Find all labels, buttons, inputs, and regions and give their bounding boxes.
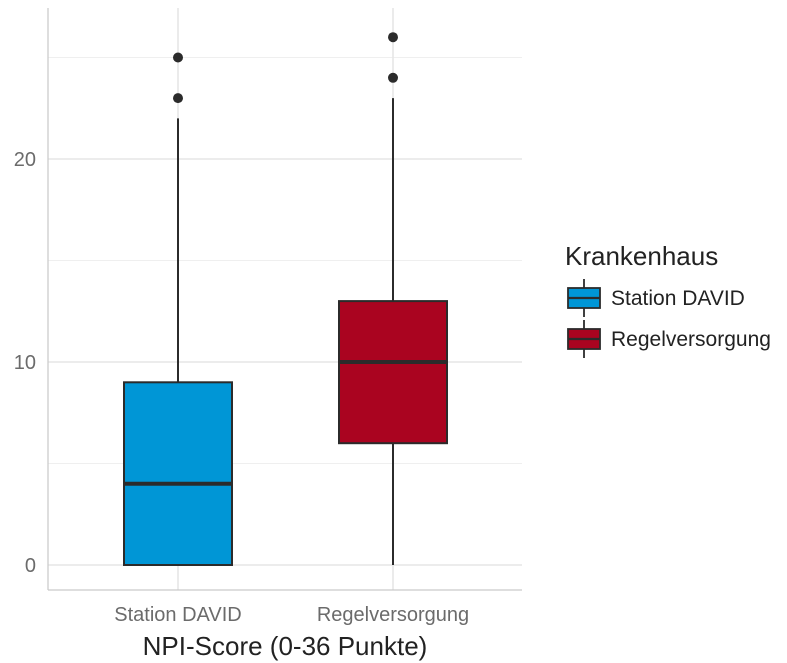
legend-label: Regelversorgung	[611, 328, 771, 351]
legend-label: Station DAVID	[611, 287, 745, 310]
grid-lines	[48, 8, 522, 590]
x-axis-title: NPI-Score (0-36 Punkte)	[143, 631, 428, 661]
y-tick-label: 10	[14, 352, 36, 374]
legend-item: Regelversorgung	[567, 320, 771, 358]
legend: Krankenhaus Station DAVID Regelversorgung	[565, 241, 771, 358]
x-tick-label: Regelversorgung	[317, 604, 469, 626]
outlier-point	[173, 93, 183, 104]
axes	[47, 8, 522, 591]
iqr-box	[123, 381, 233, 566]
boxes	[123, 32, 448, 566]
iqr-box	[338, 300, 448, 445]
outlier-point	[388, 32, 398, 43]
y-tick-label: 20	[14, 149, 36, 171]
legend-title: Krankenhaus	[565, 241, 718, 271]
x-tick-label: Station DAVID	[114, 604, 241, 626]
outlier-point	[388, 72, 398, 83]
box-regelversorgung	[338, 32, 448, 565]
tick-labels: 0 10 20 Station DAVID Regelversorgung	[14, 149, 469, 626]
outlier-point	[173, 52, 183, 63]
box-station-david	[123, 52, 233, 566]
legend-item: Station DAVID	[567, 279, 745, 317]
y-tick-label: 0	[25, 555, 36, 577]
